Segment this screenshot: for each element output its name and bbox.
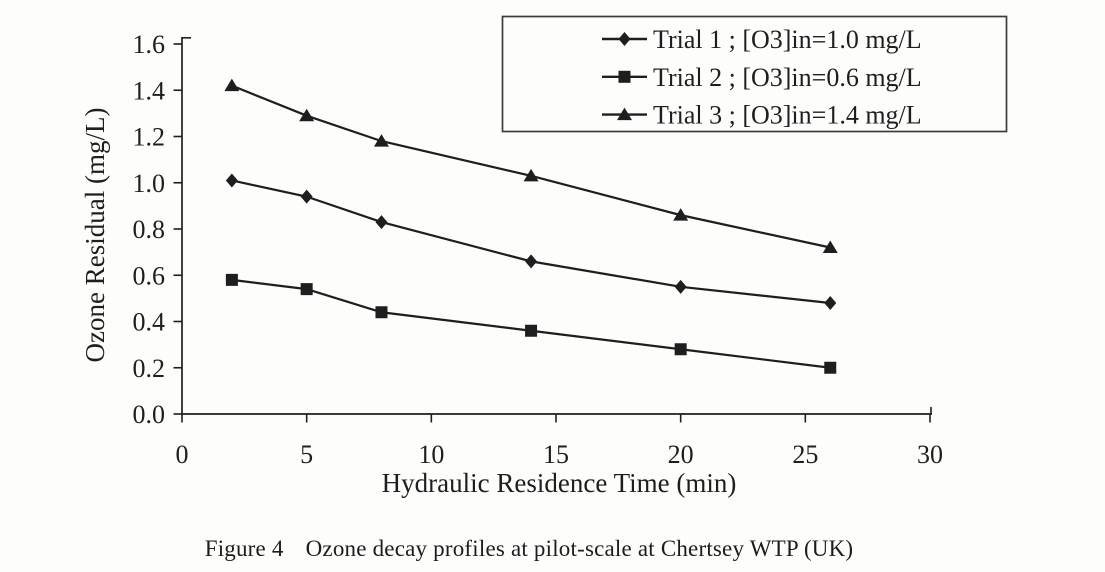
x-tick-label: 0 xyxy=(176,440,189,469)
diamond-marker xyxy=(300,189,313,204)
series-1 xyxy=(225,173,837,310)
legend-box xyxy=(501,15,1008,133)
diamond-marker xyxy=(225,173,238,188)
x-tick-label: 15 xyxy=(543,440,569,469)
legend-item-1: Trial 1 ; [O3]in=1.0 mg/L xyxy=(602,25,922,54)
x-tick-label: 25 xyxy=(792,440,818,469)
series-line xyxy=(231,179,831,305)
diamond-marker xyxy=(618,32,631,46)
square-marker xyxy=(225,273,238,286)
x-axis-title: Hydraulic Residence Time (min) xyxy=(382,468,737,498)
legend-item-3: Trial 3 ; [O3]in=1.4 mg/L xyxy=(602,101,922,130)
y-axis-ticks: 0.0 0.2 0.4 0.6 0.8 1.0 1.2 1.4 1.6 xyxy=(133,30,182,429)
triangle-marker xyxy=(523,168,539,182)
triangle-marker xyxy=(617,107,632,121)
square-marker xyxy=(674,343,687,356)
square-marker xyxy=(300,283,313,296)
series-3 xyxy=(224,78,838,253)
square-marker xyxy=(618,70,631,83)
x-tick-label: 20 xyxy=(668,440,694,469)
y-axis-title: Ozone Residual (mg/L) xyxy=(80,108,110,363)
series-line xyxy=(231,84,831,249)
x-axis-ticks: 0 5 10 15 20 25 30 xyxy=(176,414,943,469)
diamond-marker xyxy=(824,296,837,310)
legend-label: Trial 1 ; [O3]in=1.0 mg/L xyxy=(653,25,922,54)
triangle-marker xyxy=(822,240,838,253)
y-tick-label: 1.2 xyxy=(133,123,166,152)
y-tick-label: 0.4 xyxy=(133,308,166,337)
legend-item-2: Trial 2 ; [O3]in=0.6 mg/L xyxy=(602,63,922,92)
series-line xyxy=(231,278,831,369)
diamond-marker xyxy=(375,215,388,230)
figure-caption: Figure 4 Ozone decay profiles at pilot-sc… xyxy=(0,536,1058,562)
square-marker xyxy=(375,306,388,319)
x-tick-label: 10 xyxy=(418,440,444,469)
square-marker xyxy=(525,324,538,337)
triangle-marker xyxy=(373,134,389,147)
y-tick-label: 0.0 xyxy=(133,400,166,429)
legend-label: Trial 2 ; [O3]in=0.6 mg/L xyxy=(653,63,922,92)
y-tick-label: 0.6 xyxy=(133,261,166,290)
diamond-marker xyxy=(525,254,538,269)
series-2 xyxy=(225,273,837,374)
triangle-marker xyxy=(673,208,689,221)
triangle-marker xyxy=(299,108,315,122)
figure-label: Figure 4 xyxy=(204,536,284,561)
x-tick-label: 30 xyxy=(917,440,943,469)
y-tick-label: 1.4 xyxy=(133,76,166,105)
legend: Trial 1 ; [O3]in=1.0 mg/L Trial 2 ; [O3]i… xyxy=(501,15,1008,133)
y-tick-label: 0.8 xyxy=(133,215,166,244)
x-tick-label: 5 xyxy=(300,440,313,469)
ozone-decay-chart: 0.0 0.2 0.4 0.6 0.8 1.0 1.2 1.4 1.6 0 5 10 15 20 25 30 H… xyxy=(80,15,1008,498)
diamond-marker xyxy=(674,279,687,294)
y-tick-label: 1.6 xyxy=(133,30,166,59)
y-tick-label: 1.0 xyxy=(133,169,166,198)
square-marker xyxy=(824,361,837,374)
y-tick-label: 0.2 xyxy=(133,354,166,383)
figure-caption-text: Ozone decay profiles at pilot-scale at C… xyxy=(305,536,854,561)
legend-label: Trial 3 ; [O3]in=1.4 mg/L xyxy=(653,101,922,130)
triangle-marker xyxy=(224,78,240,92)
